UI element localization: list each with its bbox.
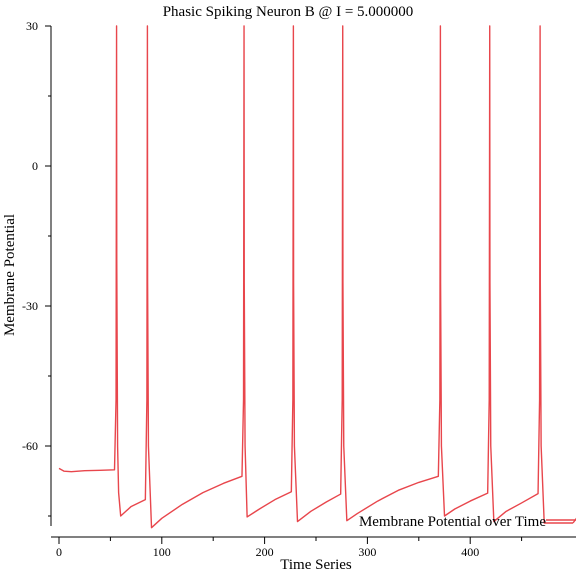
y-tick-label: -30 <box>22 299 38 313</box>
membrane-potential-line <box>58 25 573 529</box>
y-axis-ticks: 30 0 -30 -60 <box>22 19 51 517</box>
series-group <box>58 25 576 529</box>
x-axis-title: Time Series <box>280 557 352 573</box>
chart-title: Phasic Spiking Neuron B @ I = 5.000000 <box>163 4 414 20</box>
y-tick-label: 0 <box>32 159 38 173</box>
y-tick-label: -60 <box>22 439 38 453</box>
y-tick-label: 30 <box>26 19 38 33</box>
x-axis-ticks: 0 100 200 300 400 <box>56 537 523 559</box>
y-axis-title: Membrane Potential <box>2 214 18 336</box>
x-tick-label: 100 <box>153 545 171 559</box>
x-tick-label: 0 <box>56 545 62 559</box>
legend-label: Membrane Potential over Time <box>359 514 546 530</box>
x-tick-label: 300 <box>358 545 376 559</box>
x-tick-label: 400 <box>461 545 479 559</box>
x-tick-label: 200 <box>256 545 274 559</box>
